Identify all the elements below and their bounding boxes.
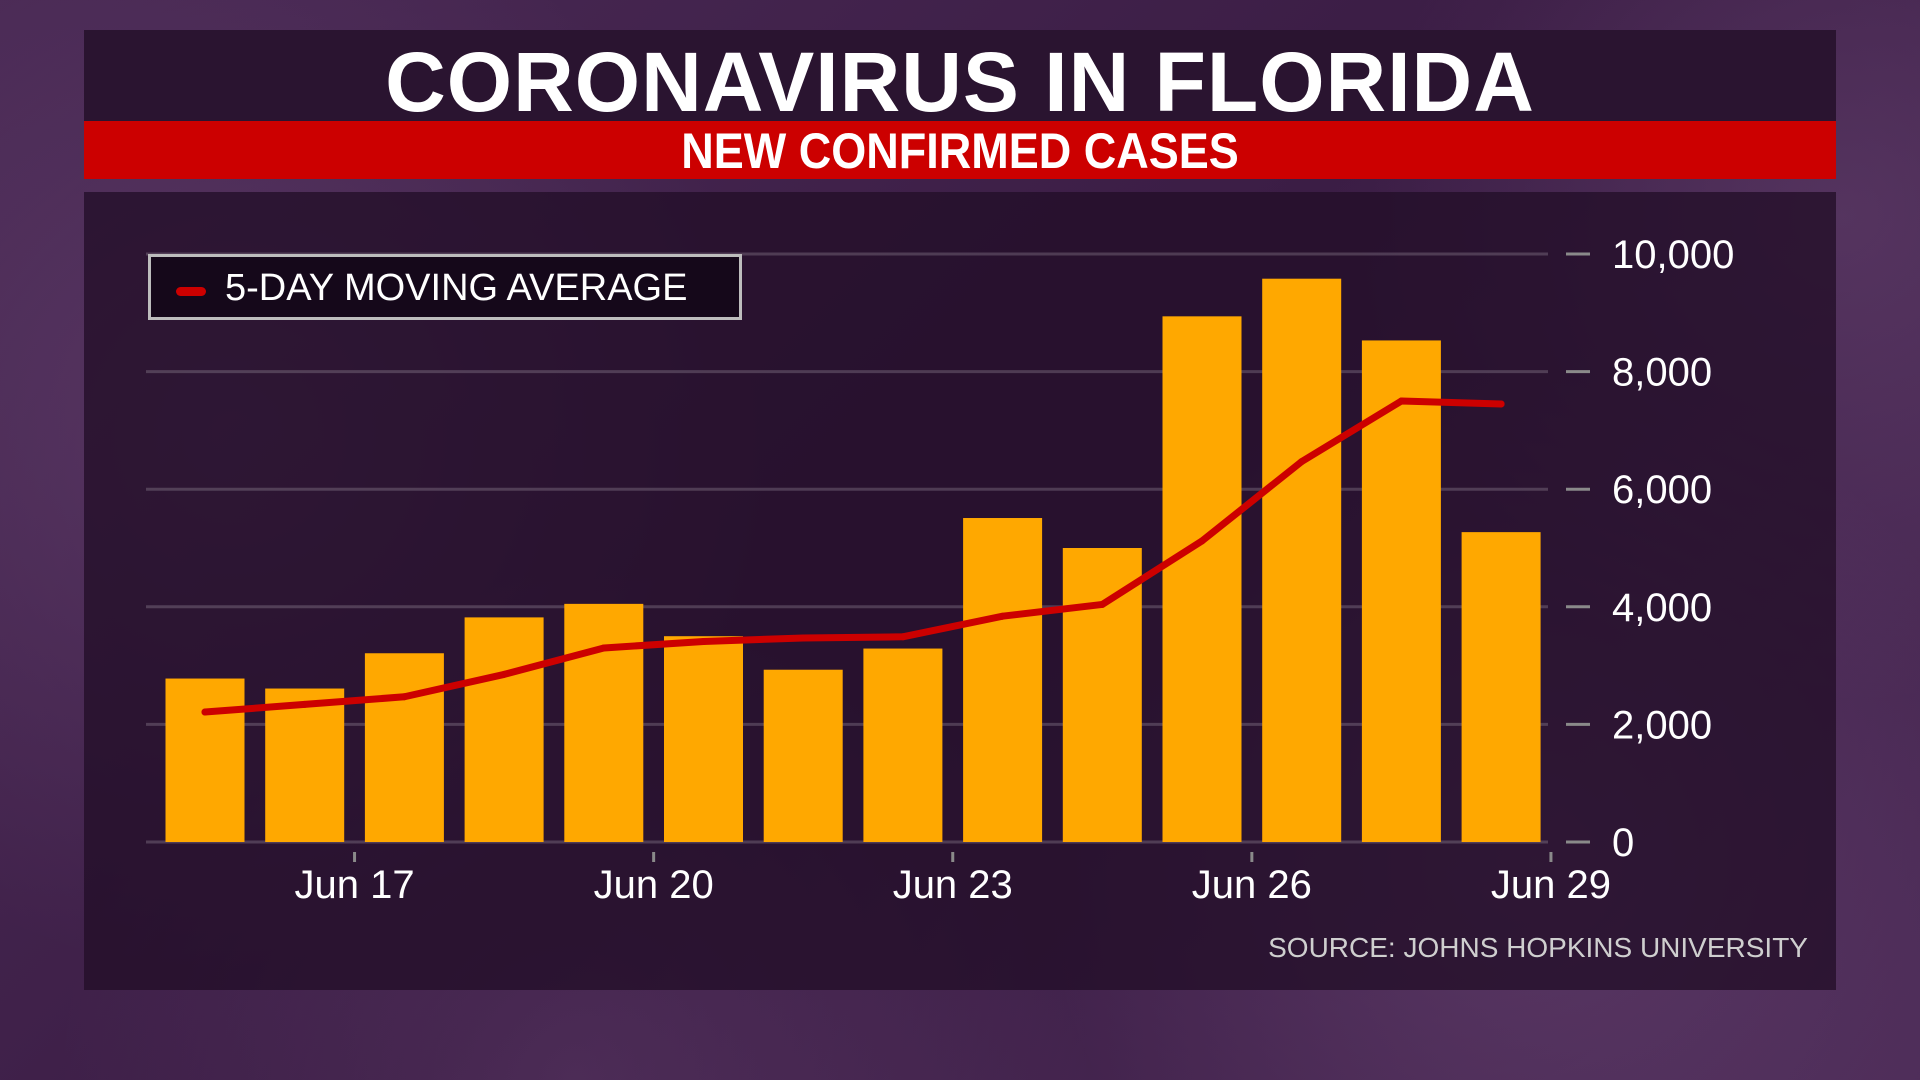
bar bbox=[963, 518, 1043, 842]
bar bbox=[464, 617, 544, 842]
moving-average-point bbox=[400, 693, 408, 701]
moving-average-series bbox=[201, 397, 1505, 716]
bar bbox=[763, 669, 843, 842]
bar bbox=[1162, 316, 1242, 842]
moving-average-point bbox=[1497, 400, 1505, 408]
moving-average-point bbox=[899, 633, 907, 641]
y-tick-label: 10,000 bbox=[1612, 233, 1734, 277]
x-axis: Jun 17 Jun 20 Jun 23 Jun 26 Jun 29 bbox=[294, 852, 1611, 907]
moving-average-point bbox=[1198, 537, 1206, 545]
source-note: SOURCE: JOHNS HOPKINS UNIVERSITY bbox=[1268, 932, 1808, 963]
bar bbox=[265, 688, 345, 842]
bar bbox=[664, 636, 743, 842]
moving-average-point bbox=[1397, 397, 1405, 405]
moving-average-point bbox=[700, 637, 707, 645]
legend-label: 5-DAY MOVING AVERAGE bbox=[225, 267, 688, 309]
bar bbox=[1062, 548, 1142, 842]
y-tick-label: 8,000 bbox=[1612, 351, 1712, 395]
moving-average-point bbox=[301, 700, 309, 708]
bar bbox=[165, 678, 245, 842]
x-tick-label: Jun 17 bbox=[294, 863, 414, 907]
subtitle-bar bbox=[84, 121, 1836, 179]
title-panel bbox=[84, 30, 1836, 122]
moving-average-line bbox=[201, 397, 1505, 716]
chart-subtitle: NEW CONFIRMED CASES bbox=[681, 123, 1239, 179]
bar bbox=[1461, 532, 1541, 842]
y-tick-label: 6,000 bbox=[1612, 468, 1712, 512]
x-tick-label: Jun 26 bbox=[1192, 863, 1312, 907]
bar bbox=[364, 653, 444, 842]
chart-title: CORONAVIRUS IN FLORIDA bbox=[385, 35, 1535, 129]
bar bbox=[1361, 340, 1441, 842]
moving-average-point bbox=[1298, 458, 1306, 466]
y-tick-label: 2,000 bbox=[1612, 703, 1712, 747]
legend bbox=[148, 254, 742, 320]
moving-average-point bbox=[600, 644, 608, 652]
moving-average-point bbox=[799, 634, 807, 642]
y-tick-label: 4,000 bbox=[1612, 586, 1712, 630]
moving-average-point bbox=[1098, 600, 1106, 608]
bar-series bbox=[165, 278, 1541, 842]
x-tick-label: Jun 29 bbox=[1491, 863, 1611, 907]
y-axis: 0 2,000 4,000 6,000 8,000 10,000 bbox=[1566, 233, 1734, 865]
bar bbox=[1262, 278, 1342, 842]
y-tick-label: 0 bbox=[1612, 821, 1634, 865]
bar bbox=[564, 603, 644, 842]
x-tick-label: Jun 20 bbox=[594, 863, 714, 907]
moving-average-point bbox=[500, 670, 508, 678]
moving-average-point bbox=[999, 612, 1007, 620]
x-tick-label: Jun 23 bbox=[893, 863, 1013, 907]
chart-panel bbox=[84, 192, 1836, 990]
legend-swatch-line bbox=[176, 287, 206, 296]
moving-average-point bbox=[201, 708, 209, 716]
bar bbox=[863, 648, 943, 842]
